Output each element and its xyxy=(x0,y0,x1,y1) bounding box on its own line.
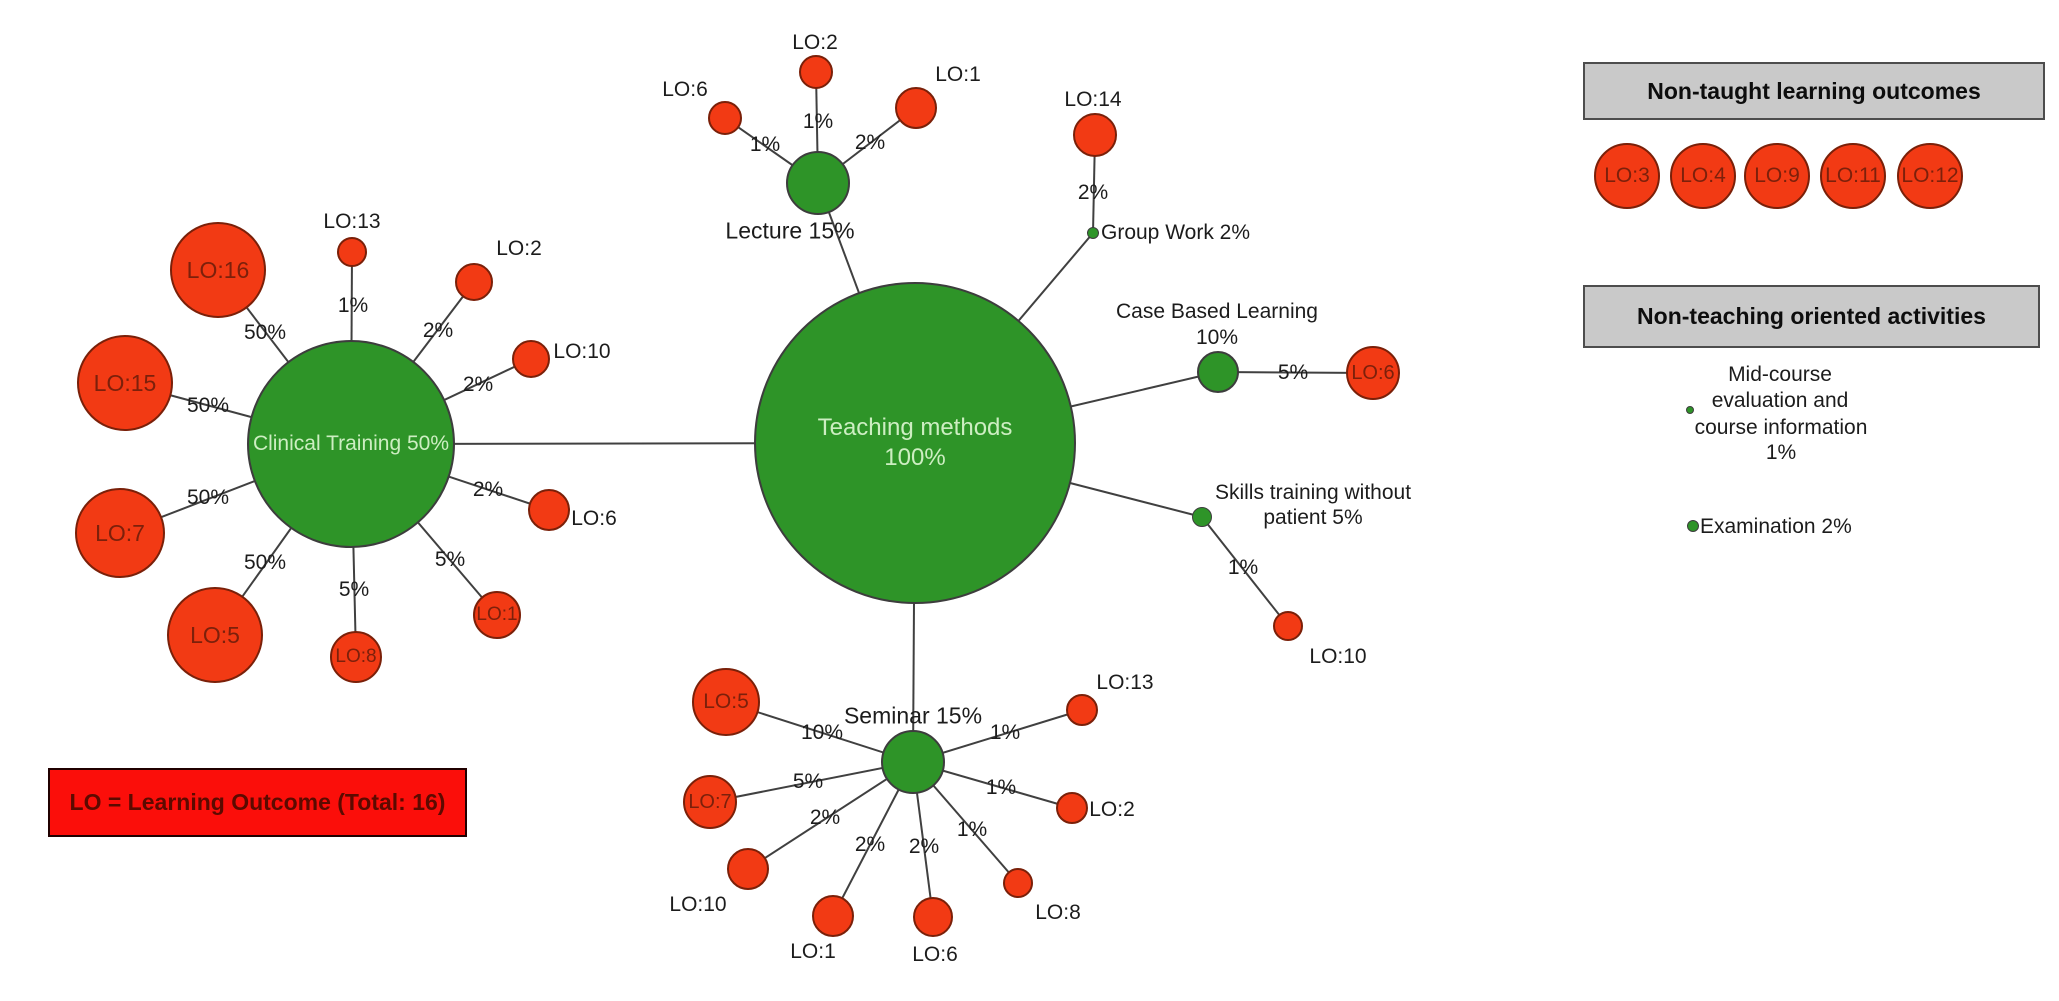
pct-lo8-seminar: 1% xyxy=(956,818,988,841)
node-lo13-clinical xyxy=(337,237,367,267)
label-lo2-lecture: LO:2 xyxy=(792,31,838,54)
label-lo8-seminar: LO:8 xyxy=(1035,901,1081,924)
node-skills-training xyxy=(1192,507,1212,527)
label-case-based-learning-line2: 10% xyxy=(1195,326,1239,349)
mid-course-line3: course information xyxy=(1694,416,1868,439)
label-lo10-seminar: LO:10 xyxy=(669,893,727,916)
node-lo3-non-taught: LO:3 xyxy=(1594,143,1660,209)
label-group-work: Group Work 2% xyxy=(1101,221,1250,244)
node-lo10-clinical xyxy=(512,340,550,378)
node-group-work xyxy=(1087,227,1099,239)
node-lo4-non-taught: LO:4 xyxy=(1670,143,1736,209)
node-lo2-clinical xyxy=(455,263,493,301)
mid-course-dot xyxy=(1686,406,1694,414)
label-lo1-lecture: LO:1 xyxy=(935,63,981,86)
node-lo9-non-taught: LO:9 xyxy=(1744,143,1810,209)
pct-lo10-clinical: 2% xyxy=(462,373,494,396)
edge xyxy=(1201,516,1289,627)
pct-lo2-seminar: 1% xyxy=(985,776,1017,799)
label-lo6-seminar: LO:6 xyxy=(912,943,958,966)
pct-lo8-clinical: 5% xyxy=(338,578,370,601)
label-lecture: Lecture 15% xyxy=(725,217,855,244)
label-lo10-clinical: LO:10 xyxy=(553,340,611,363)
label-lo13-clinical: LO:13 xyxy=(323,210,381,233)
examination-label: Examination 2% xyxy=(1700,515,1852,538)
pct-lo13-seminar: 1% xyxy=(989,721,1021,744)
node-lo1-seminar xyxy=(812,895,854,937)
node-lo14-group-work xyxy=(1073,113,1117,157)
node-lo7-seminar: LO:7 xyxy=(683,775,737,829)
label-lo10-skills: LO:10 xyxy=(1309,645,1367,668)
pct-lo13-clinical: 1% xyxy=(337,294,369,317)
node-teaching-methods: Teaching methods 100% xyxy=(754,282,1076,604)
label-lo2-clinical: LO:2 xyxy=(496,237,542,260)
node-lo2-seminar xyxy=(1056,792,1088,824)
mid-course-line4: 1% xyxy=(1765,441,1797,464)
legend-text: LO = Learning Outcome (Total: 16) xyxy=(69,789,446,815)
node-lo6-clinical xyxy=(528,489,570,531)
label-skills-training-line1: Skills training without xyxy=(1214,481,1412,504)
label-lo6-lecture: LO:6 xyxy=(662,78,708,101)
label-case-based-learning-line1: Case Based Learning xyxy=(1116,300,1318,323)
node-case-based-learning xyxy=(1197,351,1239,393)
pct-lo2-lecture: 1% xyxy=(802,110,834,133)
node-lo10-skills xyxy=(1273,611,1303,641)
node-lo8-clinical: LO:8 xyxy=(330,631,382,683)
label-skills-training-line2: patient 5% xyxy=(1263,506,1363,529)
node-lo6-case-based: LO:6 xyxy=(1346,346,1400,400)
pct-lo14-group-work: 2% xyxy=(1077,181,1109,204)
node-lo5-seminar: LO:5 xyxy=(692,668,760,736)
pct-lo16-clinical: 50% xyxy=(243,321,287,344)
node-lo1-lecture xyxy=(895,87,937,129)
pct-lo6-clinical: 2% xyxy=(472,478,504,501)
node-lo10-seminar xyxy=(727,848,769,890)
pct-lo6-case-based: 5% xyxy=(1277,361,1309,384)
node-lo12-non-taught: LO:12 xyxy=(1897,143,1963,209)
teaching-methods-label: Teaching methods 100% xyxy=(817,414,1013,471)
label-lo1-seminar: LO:1 xyxy=(790,940,836,963)
non-teaching-header: Non-teaching oriented activities xyxy=(1583,285,2040,348)
pct-lo10-seminar: 2% xyxy=(809,806,841,829)
legend-box: LO = Learning Outcome (Total: 16) xyxy=(48,768,467,837)
pct-lo2-clinical: 2% xyxy=(422,319,454,342)
mid-course-line1: Mid-course xyxy=(1728,363,1832,386)
node-lo6-lecture xyxy=(708,101,742,135)
node-lo2-lecture xyxy=(799,55,833,89)
pct-lo1-clinical: 5% xyxy=(434,548,466,571)
label-lo2-seminar: LO:2 xyxy=(1089,798,1135,821)
node-lo6-seminar xyxy=(913,897,953,937)
non-taught-header: Non-taught learning outcomes xyxy=(1583,62,2045,120)
node-lo11-non-taught: LO:11 xyxy=(1820,143,1886,209)
node-lo1-clinical: LO:1 xyxy=(473,591,521,639)
edge xyxy=(709,761,914,803)
node-lo13-seminar xyxy=(1066,694,1098,726)
clinical-training-label: Clinical Training 50% xyxy=(252,432,450,455)
pct-lo5-clinical: 50% xyxy=(243,551,287,574)
label-lo13-seminar: LO:13 xyxy=(1096,671,1154,694)
label-lo14-group-work: LO:14 xyxy=(1064,88,1122,111)
node-lo7-clinical: LO:7 xyxy=(75,488,165,578)
node-lecture xyxy=(786,151,850,215)
label-lo6-clinical: LO:6 xyxy=(571,507,617,530)
pct-lo1-seminar: 2% xyxy=(854,833,886,856)
examination-dot xyxy=(1687,520,1699,532)
node-lo15-clinical: LO:15 xyxy=(77,335,173,431)
pct-lo6-lecture: 1% xyxy=(749,133,781,156)
label-seminar: Seminar 15% xyxy=(843,702,983,729)
node-lo5-clinical: LO:5 xyxy=(167,587,263,683)
node-lo16-clinical: LO:16 xyxy=(170,222,266,318)
node-lo8-seminar xyxy=(1003,868,1033,898)
pct-lo10-skills: 1% xyxy=(1227,556,1259,579)
pct-lo6-seminar: 2% xyxy=(908,835,940,858)
pct-lo15-clinical: 50% xyxy=(186,394,230,417)
pct-lo7-seminar: 5% xyxy=(792,770,824,793)
pct-lo5-seminar: 10% xyxy=(800,721,844,744)
node-seminar xyxy=(881,730,945,794)
node-clinical-training: Clinical Training 50% xyxy=(247,340,455,548)
pct-lo1-lecture: 2% xyxy=(854,131,886,154)
mid-course-line2: evaluation and xyxy=(1711,389,1849,412)
pct-lo7-clinical: 50% xyxy=(186,486,230,509)
